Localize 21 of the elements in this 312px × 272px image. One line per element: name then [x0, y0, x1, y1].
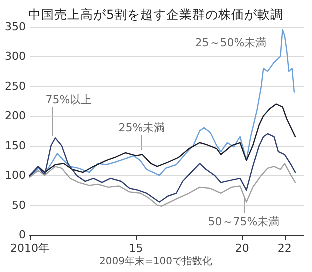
x-tick-label: 15 [129, 242, 144, 255]
y-tick-label: 350 [5, 20, 26, 34]
line-series [29, 104, 296, 176]
series-label: 25～50%未満 [195, 36, 267, 50]
y-tick-label: 0 [19, 228, 26, 242]
x-tick-label: 2010年 [10, 242, 50, 255]
y-tick-label: 300 [5, 50, 26, 64]
text: 2009年末=100で指数化 [100, 256, 212, 268]
y-tick-label: 200 [5, 110, 26, 123]
text: 75%以上 [46, 94, 92, 106]
line-series [29, 163, 296, 208]
series-label: 25%未満 [118, 122, 166, 134]
line-series [29, 133, 296, 203]
series-label: 50～75%未満 [208, 216, 280, 228]
y-tick-label: 250 [5, 80, 26, 93]
y-tick-label: 50 [12, 198, 26, 212]
x-tick-label: 22 [278, 242, 292, 255]
y-tick-label: 100 [5, 169, 26, 182]
x-tick-label: 20 [235, 242, 250, 255]
y-tick-label: 150 [5, 139, 26, 152]
chart-title: 中国売上高が5割を超す企業群の株価が軟調 [28, 7, 284, 22]
